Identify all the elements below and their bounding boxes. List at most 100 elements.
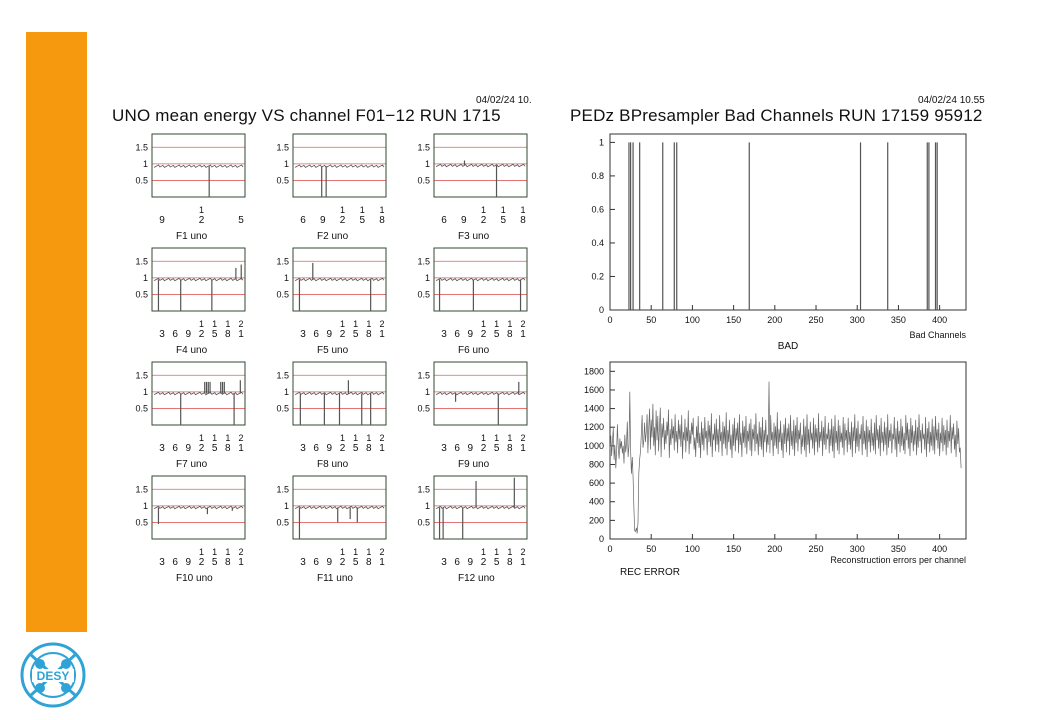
panel-x-tick: 9 — [186, 443, 192, 454]
panel-x-tick-upper: 1 — [360, 205, 365, 215]
panel-x-tick: 2 — [199, 557, 205, 568]
panel-x-tick: 1 — [238, 443, 244, 454]
panel-axes — [151, 247, 246, 312]
panel-x-tick-upper: 1 — [366, 433, 371, 443]
panel-y-tick: 1.5 — [417, 142, 430, 152]
panel-x-tick: 5 — [212, 557, 218, 568]
panel-x-tick: 1 — [379, 443, 385, 454]
panel-x-tick: 9 — [468, 443, 474, 454]
panel-y-tick: 1 — [425, 273, 430, 283]
panel-x-tick-upper: 2 — [379, 319, 384, 329]
panel-x-tick: 8 — [225, 557, 231, 568]
bad-x-tick: 300 — [850, 315, 865, 325]
panel-x-tick-upper: 2 — [520, 547, 525, 557]
panel-x-tick: 2 — [340, 557, 346, 568]
panel-y-tick: 0.5 — [135, 517, 148, 527]
panel-x-tick-upper: 1 — [199, 205, 204, 215]
panel-x-tick-upper: 1 — [225, 319, 230, 329]
panel-x-tick: 2 — [199, 215, 205, 226]
panel-x-tick: 5 — [500, 215, 506, 226]
panel-x-tick: 5 — [359, 215, 365, 226]
panel-axes — [151, 475, 246, 540]
panel-x-tick: 9 — [327, 329, 333, 340]
panel-x-tick: 5 — [494, 329, 500, 340]
panel-trace — [153, 391, 244, 396]
bad-y-tick: 0.2 — [591, 271, 604, 281]
panel-x-tick: 1 — [379, 557, 385, 568]
panel-y-tick: 1 — [284, 159, 289, 169]
panel-x-tick: 6 — [441, 215, 447, 226]
panel-x-tick: 2 — [481, 443, 487, 454]
rec-y-tick: 1800 — [584, 366, 604, 376]
panel-x-tick: 1 — [238, 329, 244, 340]
panel-x-tick-upper: 1 — [481, 205, 486, 215]
desy-logo: DESY — [20, 642, 86, 708]
panel-y-tick: 1.5 — [276, 484, 289, 494]
panel-trace — [153, 277, 244, 282]
panel-title: F10 uno — [176, 573, 213, 584]
panel-x-tick-upper: 1 — [225, 547, 230, 557]
panel-axes — [151, 361, 246, 426]
panel-x-tick-upper: 2 — [520, 319, 525, 329]
rec-y-tick: 200 — [589, 515, 604, 525]
panel-trace — [294, 391, 385, 396]
panel-x-tick: 9 — [461, 215, 467, 226]
panel-x-tick: 1 — [520, 329, 526, 340]
panel-x-tick: 6 — [454, 557, 460, 568]
panel-trace — [294, 164, 385, 168]
panel-trace — [153, 164, 244, 168]
panel-x-tick-upper: 1 — [353, 547, 358, 557]
panel-x-tick: 1 — [379, 329, 385, 340]
panel-axes — [292, 133, 387, 198]
bad-x-tick: 400 — [932, 315, 947, 325]
panel-y-tick: 1 — [143, 273, 148, 283]
panel-x-tick-upper: 2 — [379, 547, 384, 557]
panel-x-tick: 6 — [454, 443, 460, 454]
rec-y-tick: 800 — [589, 459, 604, 469]
rec-x-tick: 250 — [809, 544, 824, 554]
panel-y-tick: 1 — [143, 501, 148, 511]
right-date-stamp: 04/02/24 10.55 — [918, 95, 985, 106]
panel-x-tick: 8 — [366, 557, 372, 568]
panel-x-tick: 3 — [159, 443, 165, 454]
desy-logo-text: DESY — [37, 669, 70, 683]
panel-x-tick: 9 — [186, 557, 192, 568]
bad-x-tick: 350 — [891, 315, 906, 325]
panel-x-tick: 5 — [494, 443, 500, 454]
panel-x-tick-upper: 1 — [225, 433, 230, 443]
rec-x-tick: 100 — [685, 544, 700, 554]
rec-x-tick: 50 — [646, 544, 656, 554]
rec-x-tick: 200 — [767, 544, 782, 554]
panel-axes — [433, 247, 528, 312]
panel-x-tick: 6 — [313, 443, 319, 454]
panel-x-tick: 5 — [238, 215, 244, 226]
panel-x-tick-upper: 1 — [379, 205, 384, 215]
bad-x-tick: 0 — [607, 315, 612, 325]
panel-y-tick: 1.5 — [135, 484, 148, 494]
right-plot-title: PEDz BPresampler Bad Channels RUN 17159 … — [570, 106, 983, 125]
panel-x-tick: 6 — [454, 329, 460, 340]
rec-y-tick: 1400 — [584, 404, 604, 414]
panel-x-tick: 3 — [441, 443, 447, 454]
panel-x-tick-upper: 1 — [199, 547, 204, 557]
panel-x-tick: 9 — [320, 215, 326, 226]
bad-y-tick: 0.6 — [591, 204, 604, 214]
panel-y-tick: 1 — [284, 387, 289, 397]
panel-x-tick: 3 — [441, 557, 447, 568]
panel-title: F7 uno — [176, 459, 208, 470]
panel-x-tick: 8 — [366, 329, 372, 340]
panel-x-tick: 2 — [481, 557, 487, 568]
panel-x-tick: 2 — [199, 329, 205, 340]
panel-x-tick: 8 — [225, 329, 231, 340]
panel-x-tick: 5 — [353, 557, 359, 568]
panel-y-tick: 0.5 — [135, 175, 148, 185]
panel-title: F3 uno — [458, 231, 490, 242]
panel-y-tick: 0.5 — [417, 517, 430, 527]
panel-x-tick: 2 — [481, 215, 487, 226]
panel-x-tick: 5 — [212, 443, 218, 454]
panel-y-tick: 1.5 — [276, 370, 289, 380]
